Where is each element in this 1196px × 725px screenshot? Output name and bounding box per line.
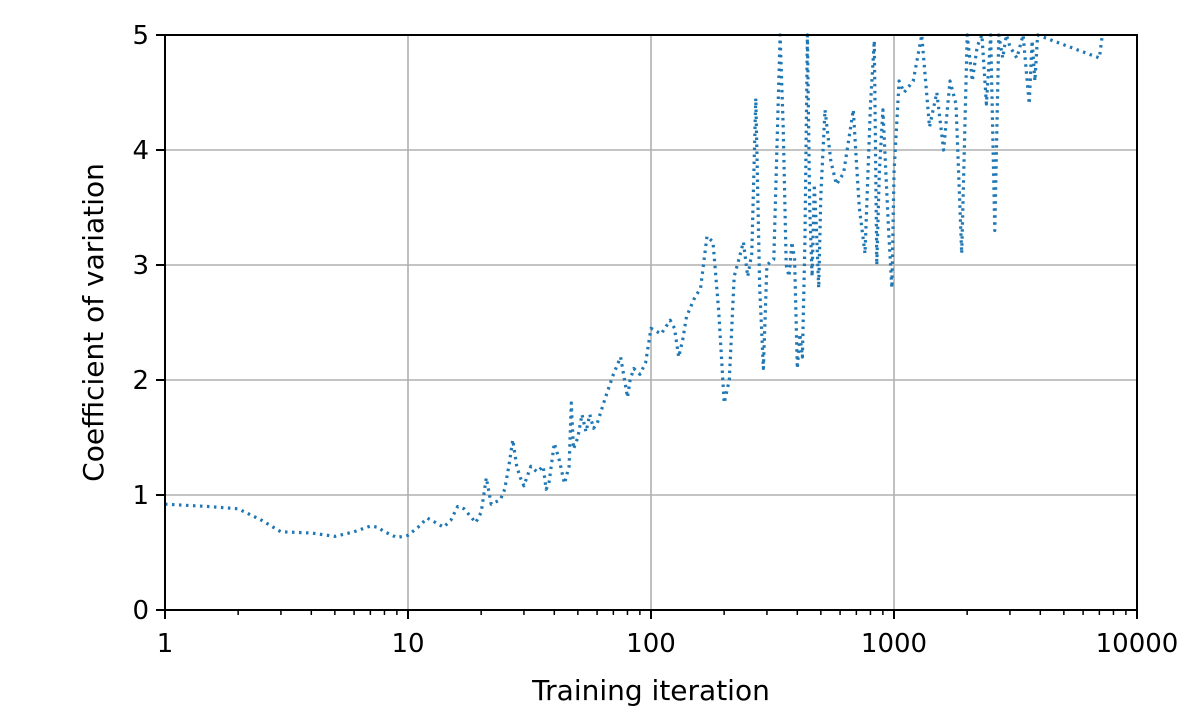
y-tick-label: 2 — [132, 366, 149, 396]
y-axis: 0 1 2 3 4 5 — [132, 21, 165, 626]
y-tick-label: 1 — [132, 481, 149, 511]
x-tick-label: 1 — [157, 629, 174, 659]
x-axis: 1 10 100 1000 10000 — [157, 610, 1179, 659]
y-tick-label: 5 — [132, 21, 149, 51]
x-tick-label: 10 — [391, 629, 424, 659]
series-line — [164, 33, 1104, 540]
y-tick-label: 4 — [132, 136, 149, 166]
x-tick-label: 1000 — [861, 629, 927, 659]
x-axis-label: Training iteration — [531, 674, 770, 707]
plot-area — [164, 33, 1104, 540]
x-tick-label: 10000 — [1096, 629, 1179, 659]
grid-lines — [164, 34, 1138, 611]
y-tick-label: 3 — [132, 251, 149, 281]
y-axis-label: Coefficient of variation — [77, 163, 110, 482]
x-tick-label: 100 — [626, 629, 676, 659]
y-tick-label: 0 — [132, 596, 149, 626]
